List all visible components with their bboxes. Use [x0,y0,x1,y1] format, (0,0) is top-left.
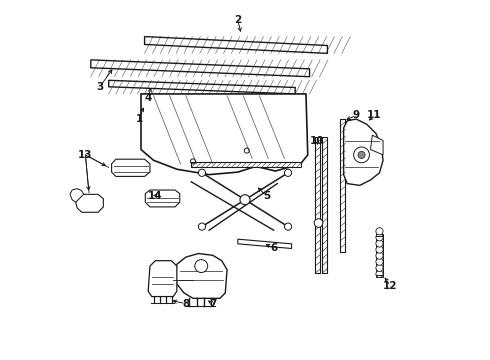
Circle shape [376,240,383,247]
Polygon shape [146,190,180,207]
Polygon shape [370,135,383,155]
Polygon shape [91,60,310,77]
Polygon shape [76,194,103,212]
Circle shape [198,169,205,176]
Polygon shape [70,189,84,202]
Polygon shape [109,80,295,94]
Text: 1: 1 [136,114,143,124]
Circle shape [314,219,323,227]
Circle shape [376,252,383,259]
Circle shape [354,147,369,163]
Circle shape [198,223,205,230]
Circle shape [376,234,383,241]
Circle shape [376,264,383,271]
Circle shape [285,169,292,176]
Text: 5: 5 [263,191,270,201]
Text: 8: 8 [182,299,190,309]
Polygon shape [340,119,345,252]
Polygon shape [148,261,177,297]
Text: 10: 10 [310,136,324,145]
Text: 7: 7 [209,299,217,309]
Text: 14: 14 [148,191,163,201]
Polygon shape [343,119,383,185]
Circle shape [376,228,383,235]
Circle shape [376,246,383,253]
Polygon shape [322,137,327,273]
Polygon shape [175,253,227,298]
Polygon shape [315,137,320,273]
Text: 6: 6 [270,243,277,253]
Text: 2: 2 [234,15,242,26]
Polygon shape [141,94,308,175]
Text: 12: 12 [383,281,397,291]
Text: 9: 9 [353,111,360,121]
Polygon shape [191,162,300,167]
Polygon shape [238,239,292,248]
Circle shape [358,151,365,158]
Polygon shape [112,159,150,176]
Text: 4: 4 [145,93,152,103]
Text: 11: 11 [367,111,381,121]
Circle shape [376,270,383,278]
Text: 3: 3 [96,82,103,92]
Text: 13: 13 [78,150,93,160]
Circle shape [195,260,208,273]
Circle shape [376,258,383,265]
Polygon shape [145,37,327,53]
Circle shape [285,223,292,230]
Circle shape [240,195,250,205]
